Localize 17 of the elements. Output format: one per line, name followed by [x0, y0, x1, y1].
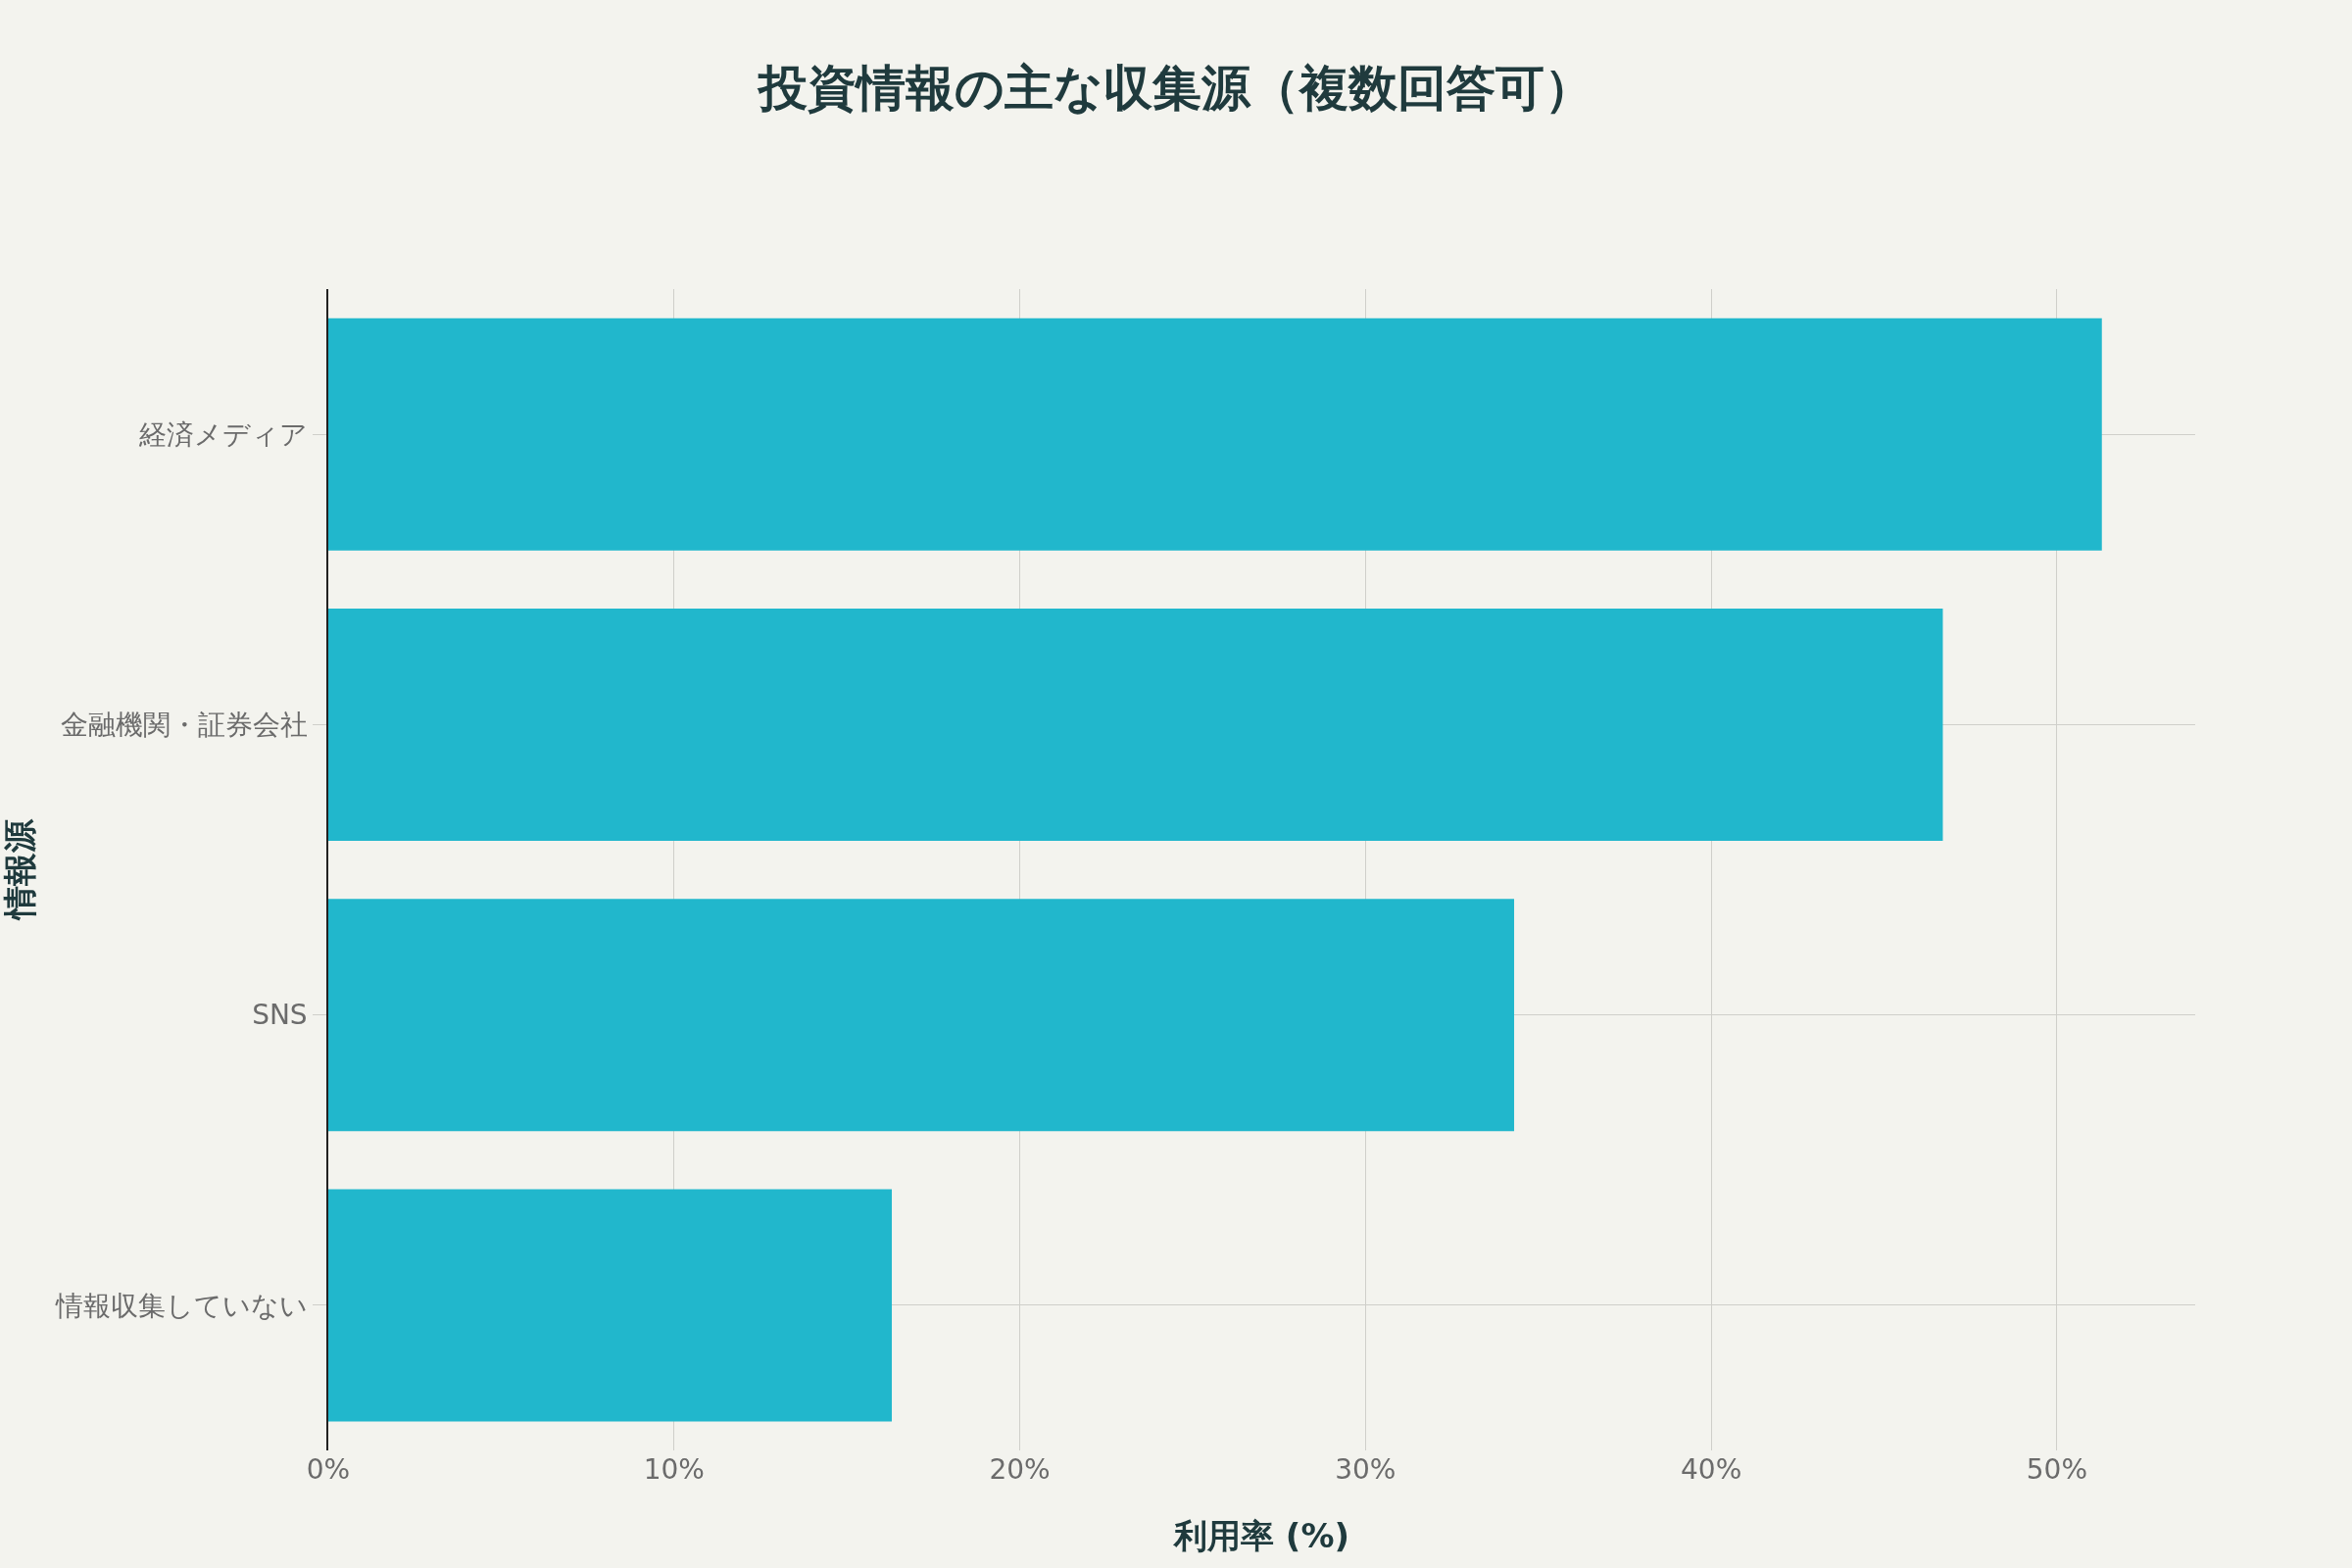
x-tick-label: 30%	[1335, 1453, 1396, 1486]
x-axis-title: 利用率 (%)	[1172, 1516, 1349, 1556]
chart-title: 投資情報の主な収集源（複数回答可）	[757, 60, 1593, 117]
bar	[328, 608, 1943, 841]
x-tick-label: 0%	[306, 1453, 351, 1486]
bar	[328, 318, 2102, 551]
x-tick-label: 20%	[989, 1453, 1051, 1486]
y-axis-title: 情報源	[0, 818, 39, 922]
y-tick-label: 金融機関・証券会社	[60, 709, 308, 742]
x-tick-label: 50%	[2026, 1453, 2088, 1486]
bar	[328, 1189, 893, 1422]
y-tick-label: 経済メディア	[137, 417, 308, 451]
bar	[328, 899, 1515, 1132]
y-tick-label: 情報収集していない	[54, 1289, 308, 1322]
x-tick-label: 40%	[1680, 1453, 1742, 1486]
y-tick-label: SNS	[252, 999, 308, 1032]
x-tick-label: 10%	[643, 1453, 705, 1486]
